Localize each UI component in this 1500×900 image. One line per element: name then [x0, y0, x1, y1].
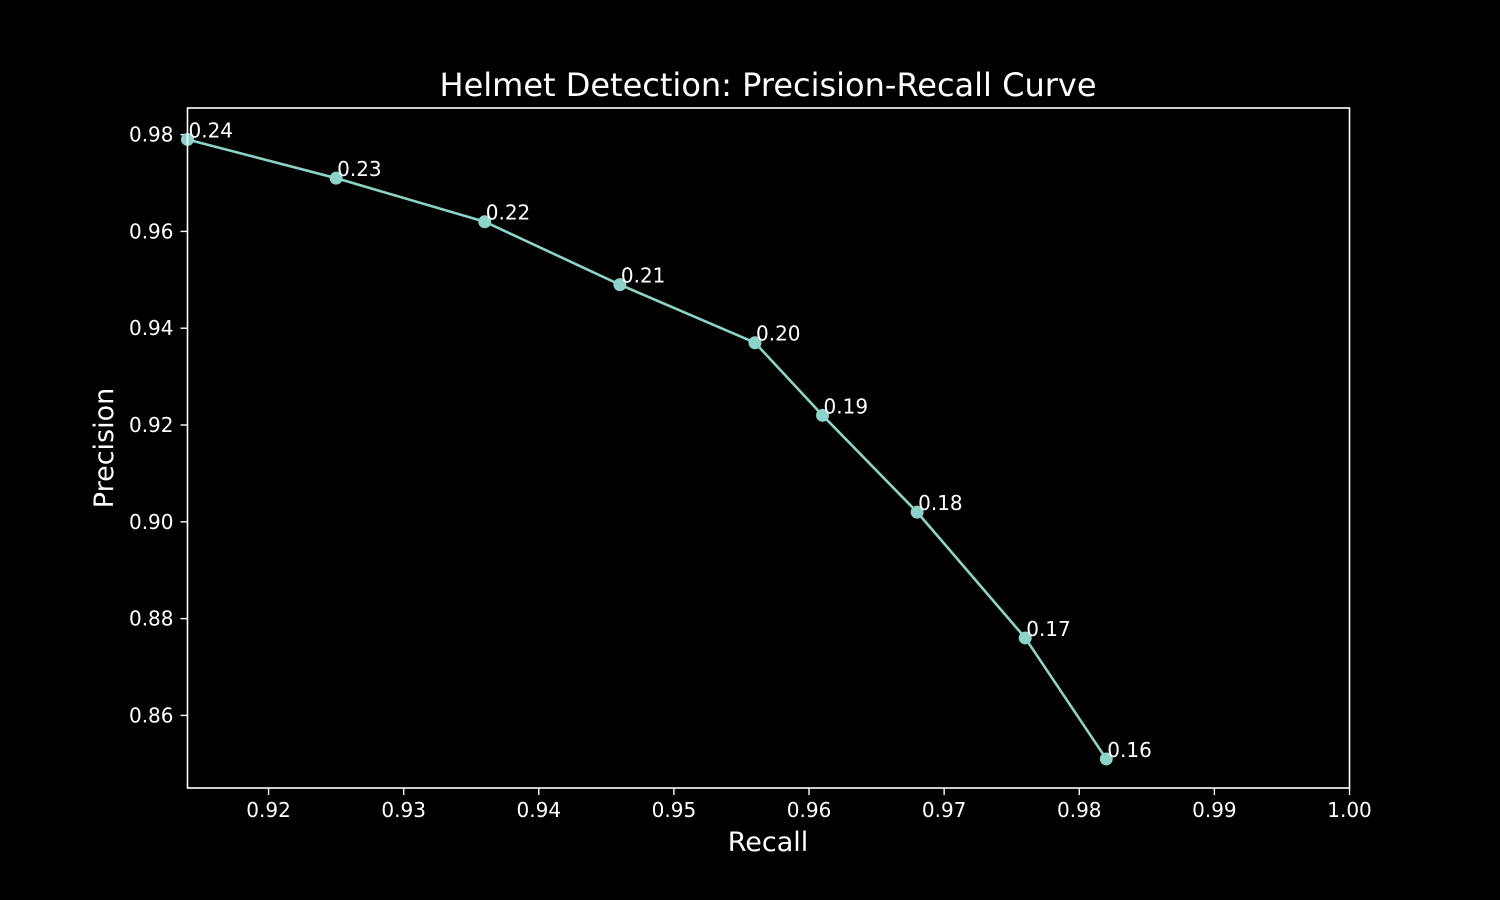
x-axis-label: Recall [728, 827, 809, 858]
data-point [329, 171, 343, 185]
y-axis-label: Precision [89, 388, 120, 508]
series-layer: 0.24 0.23 0.22 0.21 0.20 0.19 0.18 0.17 0.16 [181, 118, 1152, 766]
data-point [478, 215, 492, 229]
x-tick-label: 0.97 [922, 798, 967, 822]
data-point-label: 0.19 [824, 394, 869, 418]
x-axis-ticks: 0.92 0.93 0.94 0.95 0.96 0.97 0.98 0.99 1.00 [246, 788, 1372, 822]
data-point-label: 0.17 [1026, 617, 1071, 641]
x-tick-label: 0.99 [1192, 798, 1237, 822]
data-point [910, 505, 924, 519]
data-point [1018, 631, 1032, 645]
data-point-label: 0.21 [621, 264, 666, 288]
data-point-label: 0.20 [756, 322, 801, 346]
y-tick-label: 0.88 [129, 607, 174, 631]
data-point [1099, 752, 1113, 766]
x-tick-label: 0.92 [246, 798, 291, 822]
x-tick-label: 0.98 [1057, 798, 1102, 822]
y-tick-label: 0.92 [129, 413, 174, 437]
y-tick-label: 0.98 [129, 123, 174, 147]
x-tick-label: 0.94 [517, 798, 562, 822]
x-tick-label: 0.93 [381, 798, 426, 822]
data-point [816, 408, 830, 422]
data-point-label: 0.23 [337, 157, 382, 181]
data-point-label: 0.16 [1107, 738, 1152, 762]
y-tick-label: 0.90 [129, 510, 174, 534]
y-axis-ticks: 0.86 0.88 0.90 0.92 0.94 0.96 0.98 [129, 123, 188, 727]
data-point [613, 278, 627, 292]
data-point-label: 0.24 [189, 118, 234, 142]
data-point-label: 0.22 [486, 201, 531, 225]
x-tick-label: 1.00 [1327, 798, 1372, 822]
x-tick-label: 0.96 [787, 798, 832, 822]
chart-title: Helmet Detection: Precision-Recall Curve [440, 66, 1097, 104]
x-tick-label: 0.95 [652, 798, 697, 822]
y-tick-label: 0.94 [129, 316, 174, 340]
y-tick-label: 0.86 [129, 703, 174, 727]
data-point-label: 0.18 [918, 491, 963, 515]
plot-frame [186, 107, 1351, 789]
data-point [748, 336, 762, 350]
y-tick-label: 0.96 [129, 219, 174, 243]
